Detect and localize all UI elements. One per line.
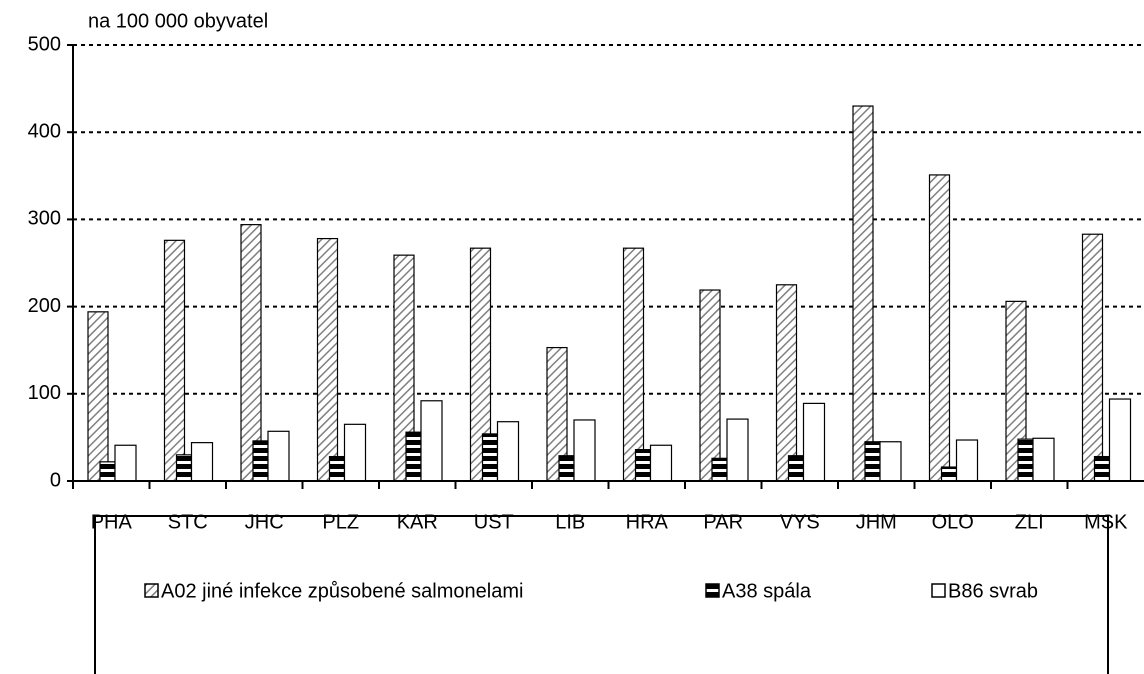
bar — [343, 423, 367, 482]
x-tick-label: VYS — [780, 511, 820, 533]
bar — [328, 455, 346, 482]
bar — [1108, 398, 1132, 482]
bar — [622, 247, 645, 482]
bar — [190, 442, 214, 482]
bar — [496, 421, 520, 482]
y-axis-label: na 100 000 obyvatel — [88, 10, 268, 32]
legend-label: A38 spála — [722, 580, 812, 602]
bar — [955, 439, 979, 482]
bar — [802, 402, 826, 482]
bar — [1017, 438, 1034, 482]
y-tick-label: 300 — [28, 208, 61, 230]
bar — [558, 455, 575, 482]
bar — [726, 418, 749, 482]
bar — [775, 284, 798, 482]
bar — [852, 105, 874, 482]
x-tick-label: PLZ — [322, 511, 359, 533]
x-tick-label: JHM — [856, 511, 897, 533]
bar — [940, 466, 958, 482]
bar — [634, 449, 652, 482]
bar — [114, 444, 137, 482]
x-tick-label: LIB — [555, 511, 585, 533]
legend-swatch — [144, 583, 159, 598]
legend-swatch — [931, 583, 946, 598]
x-tick-label: JHC — [245, 511, 284, 533]
bar — [481, 433, 499, 482]
x-tick-label: PAR — [703, 511, 743, 533]
y-tick-label: 200 — [28, 295, 61, 317]
x-tick-label: KAR — [397, 511, 438, 533]
bar — [87, 311, 109, 482]
bar — [267, 430, 290, 482]
bar — [864, 441, 881, 482]
x-tick-label: OLO — [932, 511, 974, 533]
x-tick-label: HRA — [626, 511, 669, 533]
legend-label: B86 svrab — [948, 580, 1038, 602]
x-tick-label: UST — [474, 511, 514, 533]
bar — [420, 400, 443, 482]
bar — [573, 419, 596, 482]
bar — [1032, 437, 1055, 482]
bar — [252, 440, 269, 482]
bar — [99, 461, 116, 482]
x-tick-label: MSK — [1084, 511, 1128, 533]
y-tick-label: 100 — [28, 382, 61, 404]
bar — [316, 237, 339, 482]
y-tick-label: 500 — [28, 33, 61, 55]
x-tick-label: STC — [168, 511, 208, 533]
bar — [711, 457, 728, 482]
y-tick-label: 0 — [50, 469, 61, 491]
bar — [699, 289, 721, 482]
x-tick-label: ZLI — [1015, 511, 1044, 533]
bar — [405, 431, 422, 482]
legend-label: A02 jiné infekce způsobené salmonelami — [161, 580, 523, 602]
x-tick-label: PHA — [91, 511, 133, 533]
y-tick-label: 400 — [28, 120, 61, 142]
bar — [175, 454, 193, 482]
legend-box — [94, 515, 1109, 674]
bar — [1081, 233, 1104, 482]
bar — [879, 441, 902, 482]
legend-swatch — [705, 583, 720, 598]
bar — [163, 239, 186, 482]
bar — [649, 444, 673, 482]
bar — [787, 455, 805, 482]
bar — [1093, 455, 1111, 482]
bar — [928, 174, 951, 482]
